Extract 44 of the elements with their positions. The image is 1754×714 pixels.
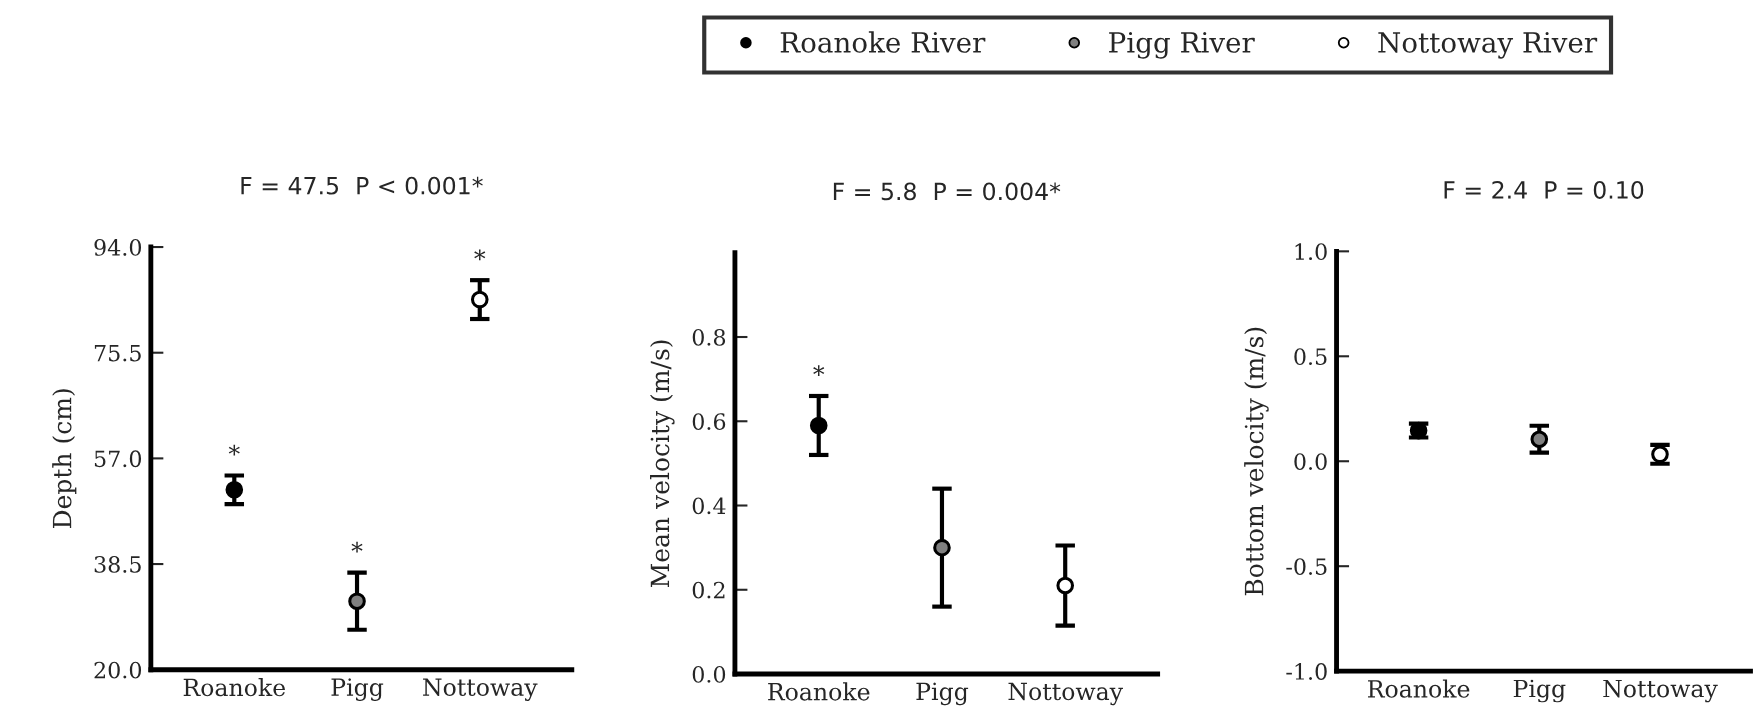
x-tick-label: Roanoke <box>183 678 286 697</box>
legend-label: Roanoke River <box>780 31 986 53</box>
y-tick-label: 38.5 <box>94 556 141 573</box>
annotation: * <box>474 249 486 261</box>
y-axis-title: Bottom velocity (m/s) <box>1244 327 1269 596</box>
y-tick-label: 0.0 <box>692 665 726 683</box>
y-tick-label: 75.5 <box>94 344 141 362</box>
point <box>1056 576 1075 595</box>
x-tick-label: Nottoway <box>1603 679 1718 703</box>
y-axis-title: Depth (cm) <box>52 389 77 529</box>
annotation: * <box>228 444 240 456</box>
x-tick-label: Pigg <box>916 682 969 706</box>
y-tick-label: 0.2 <box>692 581 725 599</box>
legend-label: Nottoway River <box>1378 32 1598 59</box>
y-tick-label: 0.4 <box>692 497 726 515</box>
point <box>348 592 366 610</box>
legend-label: Pigg River <box>1109 32 1255 59</box>
x-tick-label: Pigg <box>331 678 384 701</box>
point <box>225 480 244 499</box>
y-tick-label: -0.5 <box>1286 558 1327 575</box>
x-tick-label: Roanoke <box>768 682 870 701</box>
chart-title: F = 5.8 P = 0.004* <box>833 182 1061 201</box>
y-tick-label: 0.8 <box>692 328 726 346</box>
y-tick-label: -1.0 <box>1286 663 1327 680</box>
x-tick-label: Roanoke <box>1368 679 1470 698</box>
y-tick-label: 20.0 <box>94 661 142 679</box>
y-tick-label: 0.0 <box>1294 453 1327 470</box>
y-tick-label: 0.5 <box>1294 348 1327 366</box>
y-tick-label: 94.0 <box>94 238 142 256</box>
y-tick-label: 1.0 <box>1295 243 1327 261</box>
chart-title: F = 47.5 P < 0.001* <box>241 176 483 195</box>
annotation: * <box>813 365 825 376</box>
x-tick-label: Nottoway <box>1008 682 1123 706</box>
point <box>809 416 828 435</box>
chart-title: F = 2.4 P = 0.10 <box>1444 181 1644 199</box>
y-axis-title: Mean velocity (m/s) <box>650 340 675 588</box>
y-tick-label: 57.0 <box>94 450 142 468</box>
x-tick-label: Pigg <box>1513 679 1566 703</box>
point <box>470 290 489 309</box>
y-tick-label: 0.6 <box>692 413 726 431</box>
x-tick-label: Nottoway <box>423 678 538 701</box>
annotation: * <box>351 541 363 553</box>
point <box>1530 430 1549 449</box>
point <box>933 538 951 557</box>
